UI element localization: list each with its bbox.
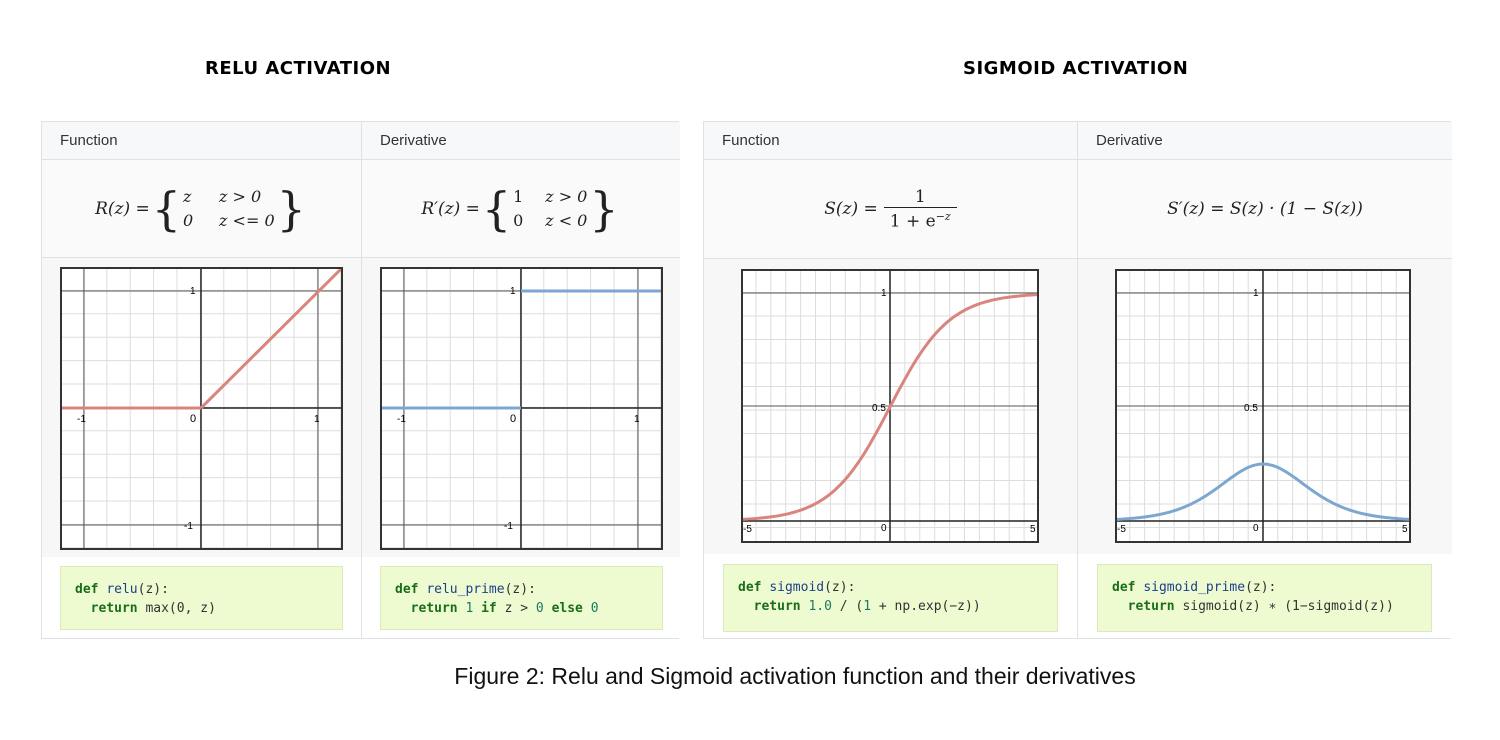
relu-panel: Function R(z) = { z z > 0 0 z <= 0 } -1 0 … <box>41 121 680 639</box>
tick-label-x-5: 5 <box>1402 524 1408 535</box>
relu-case2-value: 0 <box>183 210 194 230</box>
sigmoid-numerator: 1 <box>914 186 926 207</box>
left-brace: { <box>481 181 512 236</box>
sigmoid-fraction: 1 1 + e−z <box>883 186 957 231</box>
tick-label-x-0: 0 <box>881 523 887 534</box>
sigmoid-graph: -5 0 5 1 0.5 <box>741 269 1039 543</box>
sigmoid-derivative-column: Derivative S′(z) = S(z) · (1 − S(z)) -5 … <box>1077 122 1452 638</box>
sigmoid-prime-graph: -5 0 5 1 0.5 <box>1115 269 1411 543</box>
relu-case2-condition: z <= 0 <box>219 210 275 230</box>
column-header-derivative: Derivative <box>362 122 680 160</box>
relu-prime-cases: 1 z > 0 0 z < 0 <box>513 185 587 233</box>
tick-label-x-neg1: -1 <box>77 414 86 425</box>
sigmoid-function-column: Function S(z) = 1 1 + e−z -5 0 5 1 0.5 d… <box>704 122 1077 638</box>
tick-label-y-0.5: 0.5 <box>872 403 886 414</box>
relu-heading: RELU ACTIVATION <box>205 58 392 79</box>
sigmoid-prime-curve <box>1115 462 1411 521</box>
sigmoid-heading: SIGMOID ACTIVATION <box>963 58 1189 79</box>
tick-label-y-0.5: 0.5 <box>1244 403 1258 414</box>
tick-label-x-neg1: -1 <box>397 414 406 425</box>
relu-cases: z z > 0 0 z <= 0 <box>183 185 275 233</box>
relu-graph: -1 0 1 1 -1 <box>60 267 343 550</box>
relu-prime-case1-value: 1 <box>513 186 524 206</box>
relu-prime-formula: R′(z) = { 1 z > 0 0 z < 0 } <box>362 160 680 258</box>
relu-case1-value: z <box>183 186 192 206</box>
sigmoid-code-area: def sigmoid(z): return 1.0 / (1 + np.exp… <box>704 554 1077 638</box>
relu-prime-graph: -1 0 1 1 -1 <box>380 267 663 550</box>
relu-prime-code-block: def relu_prime(z): return 1 if z > 0 els… <box>380 566 663 630</box>
tick-label-y-1: 1 <box>1253 288 1259 299</box>
tick-label-y-1: 1 <box>510 286 516 297</box>
relu-prime-case2-condition: z < 0 <box>545 210 588 230</box>
right-brace: } <box>589 181 619 236</box>
sigmoid-panel: Function S(z) = 1 1 + e−z -5 0 5 1 0.5 d… <box>703 121 1452 639</box>
column-header-function: Function <box>704 122 1077 160</box>
tick-label-x-1: 1 <box>314 414 320 425</box>
tick-label-y-neg1: -1 <box>504 521 513 532</box>
relu-code-block: def relu(z): return max(0, z) <box>60 566 343 630</box>
sigmoid-exponent: −z <box>935 209 951 223</box>
relu-prime-case2-value: 0 <box>513 210 524 230</box>
tick-label-x-1: 1 <box>634 414 640 425</box>
tick-label-x-neg5: -5 <box>743 524 752 535</box>
tick-label-x-0: 0 <box>510 413 516 425</box>
sigmoid-code-block: def sigmoid(z): return 1.0 / (1 + np.exp… <box>723 564 1058 632</box>
relu-formula: R(z) = { z z > 0 0 z <= 0 } <box>42 160 361 258</box>
relu-prime-code-area: def relu_prime(z): return 1 if z > 0 els… <box>362 557 680 638</box>
tick-label-y-1: 1 <box>881 288 887 299</box>
sigmoid-formula: S(z) = 1 1 + e−z <box>704 160 1077 259</box>
sigmoid-prime-formula: S′(z) = S(z) · (1 − S(z)) <box>1078 160 1452 259</box>
right-brace: } <box>276 181 306 236</box>
relu-formula-lhs: R(z) = <box>95 198 150 219</box>
tick-label-y-1: 1 <box>190 286 196 297</box>
relu-code-area: def relu(z): return max(0, z) <box>42 557 361 638</box>
column-header-function: Function <box>42 122 361 160</box>
relu-function-column: Function R(z) = { z z > 0 0 z <= 0 } -1 0 … <box>42 122 361 638</box>
tick-label-x-5: 5 <box>1030 524 1036 535</box>
tick-label-x-0: 0 <box>190 413 196 425</box>
sigmoid-formula-lhs: S(z) = <box>824 199 878 219</box>
relu-prime-graph-area: -1 0 1 1 -1 <box>362 258 680 558</box>
sigmoid-prime-graph-area: -5 0 5 1 0.5 <box>1078 259 1452 556</box>
sigmoid-curve <box>741 293 1039 521</box>
relu-derivative-column: Derivative R′(z) = { 1 z > 0 0 z < 0 } -1 … <box>361 122 680 638</box>
relu-case1-condition: z > 0 <box>219 186 262 206</box>
sigmoid-denominator: 1 + e−z <box>883 206 957 231</box>
figure-caption: Figure 2: Relu and Sigmoid activation fu… <box>454 663 1136 689</box>
relu-graph-area: -1 0 1 1 -1 <box>42 258 361 558</box>
tick-label-x-neg5: -5 <box>1117 524 1126 535</box>
sigmoid-prime-formula-text: S′(z) = S(z) · (1 − S(z)) <box>1167 199 1363 219</box>
column-header-derivative: Derivative <box>1078 122 1452 160</box>
sigmoid-prime-code-area: def sigmoid_prime(z): return sigmoid(z) … <box>1078 554 1452 638</box>
relu-prime-case1-condition: z > 0 <box>545 186 588 206</box>
sigmoid-prime-code-block: def sigmoid_prime(z): return sigmoid(z) … <box>1097 564 1432 632</box>
tick-label-x-0: 0 <box>1253 523 1259 534</box>
tick-label-y-neg1: -1 <box>184 521 193 532</box>
relu-positive-segment <box>199 267 343 410</box>
sigmoid-graph-area: -5 0 5 1 0.5 <box>704 259 1077 556</box>
relu-prime-formula-lhs: R′(z) = <box>421 198 480 219</box>
left-brace: { <box>151 181 182 236</box>
